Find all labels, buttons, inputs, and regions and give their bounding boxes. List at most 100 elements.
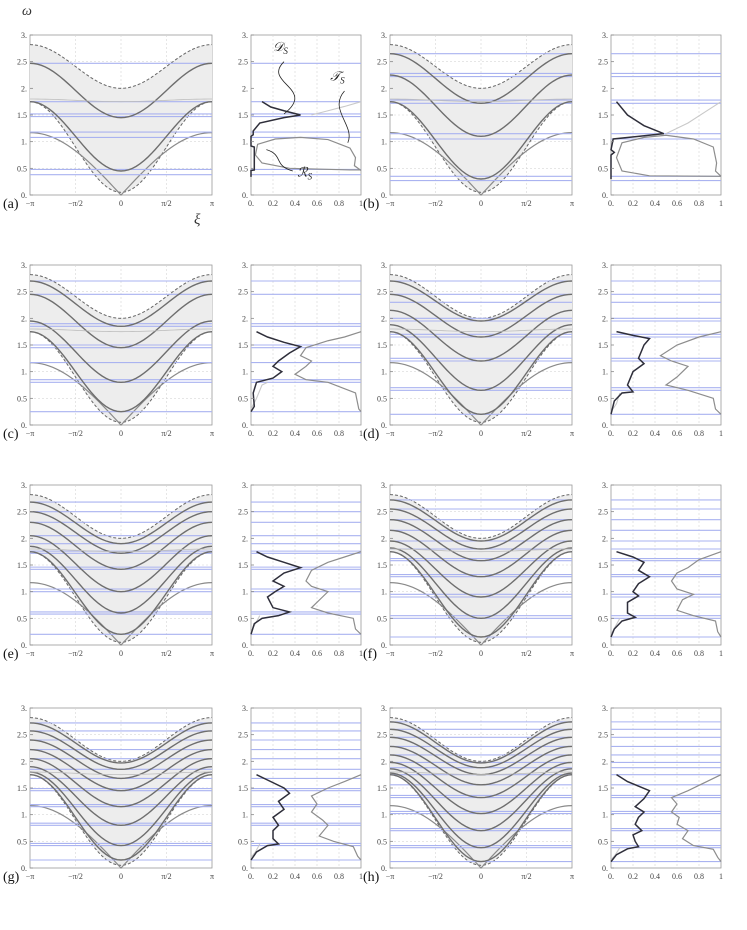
dispersion-branch [29, 730, 213, 771]
passband-region [30, 494, 212, 643]
y-tick-label: 0. [21, 641, 27, 650]
x-tick-label: π [210, 429, 214, 438]
y-tick-label: 2. [21, 757, 27, 766]
y-tick-label: 1.5 [598, 784, 608, 793]
x-tick-label: 0.4 [650, 199, 660, 208]
y-tick-label: 2.5 [238, 508, 248, 517]
y-tick-label: 3. [602, 31, 608, 40]
y-tick-label: 2.5 [238, 731, 248, 740]
dispersion-branch [389, 772, 573, 849]
y-tick-label: 1.5 [377, 784, 387, 793]
band-bound-lower [389, 101, 573, 193]
acoustic-branch [29, 582, 213, 646]
y-tick-label: 2.5 [598, 58, 608, 67]
x-tick-label: 0. [608, 199, 614, 208]
y-tick-label: 2. [242, 534, 248, 543]
y-tick-label: 2. [602, 84, 608, 93]
omega-axis-label: ω [22, 4, 32, 19]
y-tick-label: 2.5 [238, 288, 248, 297]
y-tick-label: 0. [602, 191, 608, 200]
y-tick-label: 0. [602, 421, 608, 430]
band-bound-lower [29, 331, 213, 423]
acoustic-branch [29, 805, 213, 869]
dispersion-branch [29, 320, 213, 384]
x-tick-label: 0.4 [290, 872, 300, 881]
x-tick-label: 0.4 [290, 429, 300, 438]
y-tick-label: 0.5 [238, 394, 248, 403]
y-tick-label: 1. [21, 811, 27, 820]
dispersion-branch [389, 499, 573, 542]
transmission-frame [610, 34, 722, 196]
y-tick-label: 1. [602, 368, 608, 377]
y-tick-label: 2.5 [377, 731, 387, 740]
transmission-curve [310, 774, 362, 861]
y-tick-label: 3. [21, 261, 27, 270]
x-tick-label: 1 [719, 872, 723, 881]
dispersion-branch [389, 540, 573, 598]
x-tick-label: π/2 [161, 429, 171, 438]
x-tick-label: 0.6 [312, 649, 322, 658]
y-tick-label: 2. [602, 314, 608, 323]
acoustic-branch [389, 582, 573, 646]
x-tick-label: 0.6 [312, 199, 322, 208]
y-tick-label: 0.5 [377, 394, 387, 403]
x-tick-label: 0 [119, 649, 123, 658]
y-tick-label: 2. [21, 314, 27, 323]
panel-c: 0. 0.5 1. 1.5 2. 2.5 3. −π −π/2 0 π/2 π 0. 0.5 1. 1.5 2.… [3, 261, 363, 442]
y-tick-label: 3. [381, 704, 387, 713]
panel-f: 0. 0.5 1. 1.5 2. 2.5 3. −π −π/2 0 π/2 π 0. 0.5 1. 1.5 2.… [363, 481, 723, 662]
dispersion-branch [29, 722, 213, 764]
reflection-curve [250, 843, 261, 858]
transmission-frame [250, 484, 362, 646]
panel-g: 0. 0.5 1. 1.5 2. 2.5 3. −π −π/2 0 π/2 π 0. 0.5 1. 1.5 2.… [3, 704, 363, 885]
x-tick-label: 0.8 [694, 649, 704, 658]
y-tick-label: 2. [242, 314, 248, 323]
x-tick-label: 0.8 [334, 649, 344, 658]
dispersion-branch [29, 280, 213, 328]
y-tick-label: 0.5 [598, 394, 608, 403]
x-tick-label: π/2 [521, 199, 531, 208]
y-tick-label: 1. [21, 588, 27, 597]
band-bound-upper [29, 44, 213, 89]
x-tick-label: 0.6 [672, 649, 682, 658]
dispersion-branch [29, 293, 213, 349]
y-tick-label: 3. [242, 704, 248, 713]
panel-label: (a) [3, 197, 19, 212]
x-tick-label: 0.2 [268, 872, 278, 881]
x-tick-label: 1 [719, 429, 723, 438]
x-tick-label: 0.6 [672, 429, 682, 438]
dispersion-branch [389, 721, 573, 764]
band-bound-lower [29, 101, 213, 193]
y-tick-label: 3. [21, 481, 27, 490]
y-tick-label: 0.5 [598, 837, 608, 846]
x-tick-label: 0 [119, 429, 123, 438]
x-tick-label: π [570, 872, 574, 881]
x-tick-label: −π [386, 872, 395, 881]
dispersion-branch [29, 739, 213, 780]
y-tick-label: 1. [242, 588, 248, 597]
x-tick-label: 0. [248, 872, 254, 881]
x-tick-label: 0. [608, 649, 614, 658]
transmission-curve [615, 134, 722, 177]
panel-d: 0. 0.5 1. 1.5 2. 2.5 3. −π −π/2 0 π/2 π 0. 0.5 1. 1.5 2.… [363, 261, 723, 442]
dissipation-curve [610, 550, 651, 638]
y-tick-label: 1.5 [377, 341, 387, 350]
optic-branch [389, 548, 573, 553]
x-tick-label: −π/2 [68, 199, 83, 208]
y-tick-label: 2. [381, 534, 387, 543]
xi-axis-label: ξ [194, 212, 201, 228]
dispersion-branch [29, 100, 213, 172]
transmission-frame [610, 264, 722, 426]
y-tick-label: 1. [242, 138, 248, 147]
y-tick-label: 2. [21, 84, 27, 93]
x-tick-label: 1 [719, 199, 723, 208]
y-tick-label: 0. [381, 191, 387, 200]
acoustic-branch [389, 362, 573, 426]
passband-region [30, 44, 212, 193]
transmission-curve [670, 551, 722, 638]
x-tick-label: −π/2 [428, 872, 443, 881]
y-tick-label: 1.5 [17, 784, 27, 793]
x-tick-label: π/2 [521, 872, 531, 881]
y-tick-label: 1. [602, 588, 608, 597]
y-tick-label: 3. [381, 481, 387, 490]
